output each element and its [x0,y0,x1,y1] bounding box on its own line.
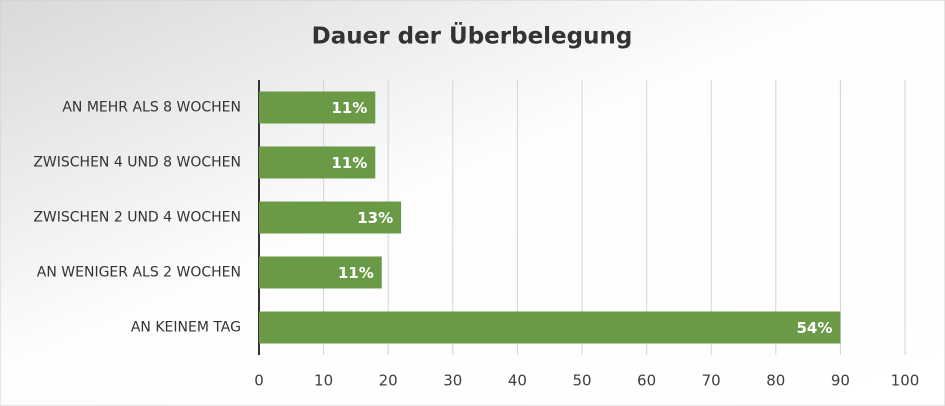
bar [259,311,841,344]
x-tick-label: 80 [766,372,785,390]
x-tick-label: 30 [443,372,462,390]
data-label: 13% [357,209,393,227]
x-tick-label: 60 [637,372,656,390]
x-tick-label: 100 [891,372,920,390]
bar [259,256,382,289]
y-tick-label: AN MEHR ALS 8 WOCHEN [62,100,241,116]
x-tick-label: 40 [508,372,527,390]
bar [259,201,402,234]
x-tick-label: 10 [314,372,333,390]
x-tick-label: 50 [572,372,591,390]
data-label: 11% [331,154,367,172]
x-tick-label: 0 [254,372,264,390]
x-tick-label: 70 [702,372,721,390]
chart-title: Dauer der Überbelegung [312,22,633,50]
bar [259,91,376,124]
data-label: 54% [796,319,832,337]
x-tick-label: 90 [831,372,850,390]
y-tick-label: AN WENIGER ALS 2 WOCHEN [37,265,241,281]
x-tick-label: 20 [379,372,398,390]
data-label: 11% [331,99,367,117]
y-tick-label: AN KEINEM TAG [131,320,241,336]
data-label: 11% [338,264,374,282]
y-tick-label: ZWISCHEN 2 UND 4 WOCHEN [33,210,241,226]
y-tick-label: ZWISCHEN 4 UND 8 WOCHEN [33,155,241,171]
bar [259,146,376,179]
